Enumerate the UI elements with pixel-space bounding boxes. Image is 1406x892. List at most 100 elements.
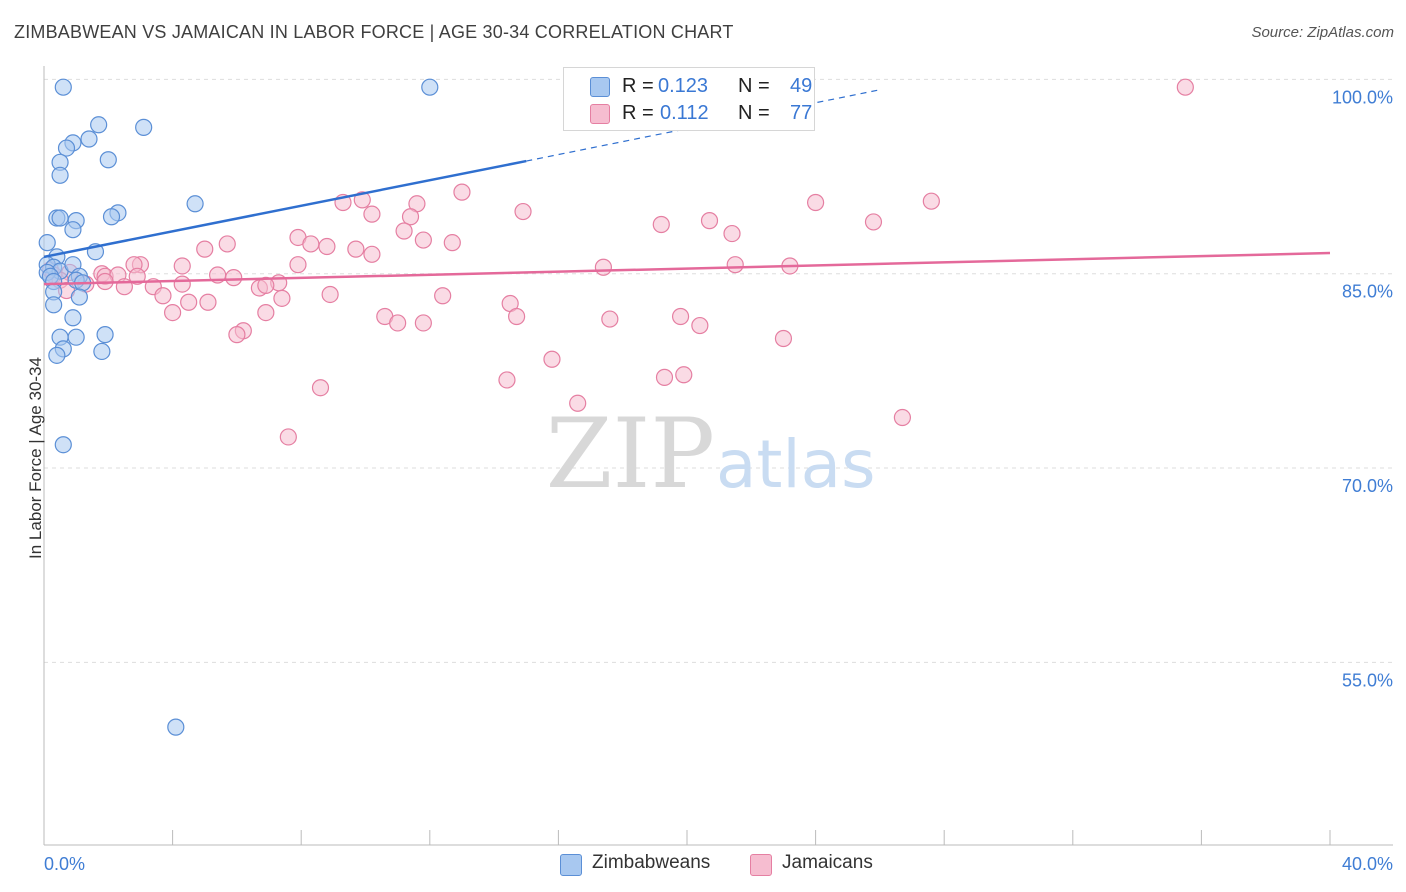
gridlines [44, 78, 1393, 663]
point-zimbabwean [64, 309, 82, 327]
point-jamaican [601, 310, 619, 328]
legend-swatch-jamaicans [590, 104, 610, 124]
bottom-legend-swatch-zimbabweans [560, 854, 582, 876]
point-zimbabwean [54, 78, 72, 96]
legend-r-label: R = [622, 102, 654, 124]
point-jamaican [401, 208, 420, 226]
series-jamaicans [41, 78, 1194, 446]
legend-n-value: 49 [790, 75, 813, 97]
legend-n-label: N = [738, 75, 770, 97]
point-zimbabwean [135, 118, 153, 136]
point-zimbabwean [167, 718, 185, 736]
y-axis-title: In Labor Force | Age 30-34 [26, 357, 45, 559]
point-jamaican [279, 428, 297, 446]
point-jamaican [594, 258, 613, 276]
legend-n-label: N = [738, 102, 770, 124]
point-jamaican [273, 289, 291, 307]
trend-line-zimbabweans [43, 159, 527, 259]
point-jamaican [318, 237, 336, 256]
point-jamaican [893, 408, 912, 427]
point-jamaican [347, 240, 365, 258]
legend-r-label: R = [622, 75, 654, 97]
y-tick-label: 100.0% [1332, 87, 1393, 107]
chart-source: Source: ZipAtlas.com [1251, 24, 1394, 41]
point-jamaican [173, 275, 191, 293]
point-jamaican [864, 213, 883, 231]
watermark-atlas: atlas [716, 426, 876, 503]
point-jamaican [128, 267, 146, 285]
point-jamaican [655, 368, 674, 386]
point-zimbabwean [57, 139, 76, 157]
point-zimbabwean [102, 208, 121, 226]
x-tick-label-min: 0.0% [44, 854, 85, 874]
y-tick-label: 70.0% [1342, 476, 1393, 496]
point-jamaican [514, 202, 532, 221]
point-jamaican [154, 287, 172, 305]
point-jamaican [363, 205, 381, 223]
point-jamaican [774, 329, 793, 348]
point-jamaican [321, 285, 339, 304]
stats-legend: R = 0.123 N = 49 R = 0.112 N = 77 [563, 67, 815, 131]
point-jamaican [443, 234, 461, 252]
point-zimbabwean [99, 151, 117, 169]
legend-n-value: 77 [790, 102, 813, 124]
point-jamaican [363, 245, 381, 263]
point-zimbabwean [67, 328, 85, 346]
y-tick-labels: 55.0% 70.0% 85.0% 100.0% [1332, 87, 1393, 690]
point-zimbabwean [51, 209, 69, 227]
watermark-zip: ZIP [546, 398, 715, 510]
point-jamaican [700, 212, 719, 230]
legend-r-value: 0.123 [658, 75, 709, 97]
point-jamaican [675, 366, 693, 384]
point-jamaican [196, 240, 214, 258]
point-zimbabwean [51, 166, 69, 184]
point-jamaican [225, 269, 243, 287]
point-jamaican [164, 303, 182, 322]
point-jamaican [353, 191, 371, 209]
bottom-legend-label-zimbabweans: Zimbabweans [592, 852, 711, 873]
point-zimbabwean [45, 296, 63, 314]
point-jamaican [180, 293, 198, 311]
point-jamaican [257, 303, 275, 322]
y-tick-label: 55.0% [1342, 670, 1393, 690]
point-jamaican [652, 215, 670, 234]
axes [43, 66, 1393, 846]
point-jamaican [543, 350, 561, 368]
point-jamaican [453, 183, 471, 201]
trend-line-jamaicans [43, 251, 1331, 286]
point-jamaican [311, 379, 330, 397]
point-jamaican [389, 314, 407, 332]
point-jamaican [257, 276, 275, 294]
point-zimbabwean [38, 234, 56, 252]
point-zimbabwean [54, 436, 72, 454]
point-jamaican [922, 192, 940, 210]
bottom-legend-swatch-jamaicans [750, 854, 772, 876]
point-jamaican [671, 307, 690, 326]
point-jamaican [723, 224, 741, 243]
point-zimbabwean [421, 78, 439, 96]
legend-r-value: 0.112 [660, 102, 709, 124]
point-zimbabwean [70, 288, 88, 306]
legend-swatch-zimbabweans [590, 77, 610, 97]
y-tick-label: 85.0% [1342, 282, 1393, 302]
point-jamaican [228, 326, 246, 344]
point-jamaican [726, 256, 744, 274]
point-jamaican [569, 394, 587, 412]
point-jamaican [218, 235, 236, 253]
point-jamaican [199, 293, 217, 311]
chart-title: ZIMBABWEAN VS JAMAICAN IN LABOR FORCE | … [14, 22, 734, 42]
point-zimbabwean [93, 342, 111, 361]
point-zimbabwean [64, 221, 82, 239]
point-jamaican [302, 235, 320, 253]
point-zimbabwean [90, 116, 108, 134]
point-jamaican [395, 222, 413, 240]
point-jamaican [414, 231, 432, 249]
point-zimbabwean [186, 195, 204, 213]
point-jamaican [806, 193, 825, 212]
point-jamaican [1176, 78, 1194, 96]
point-jamaican [289, 256, 307, 274]
point-jamaican [414, 314, 432, 332]
series-zimbabweans [38, 78, 439, 736]
